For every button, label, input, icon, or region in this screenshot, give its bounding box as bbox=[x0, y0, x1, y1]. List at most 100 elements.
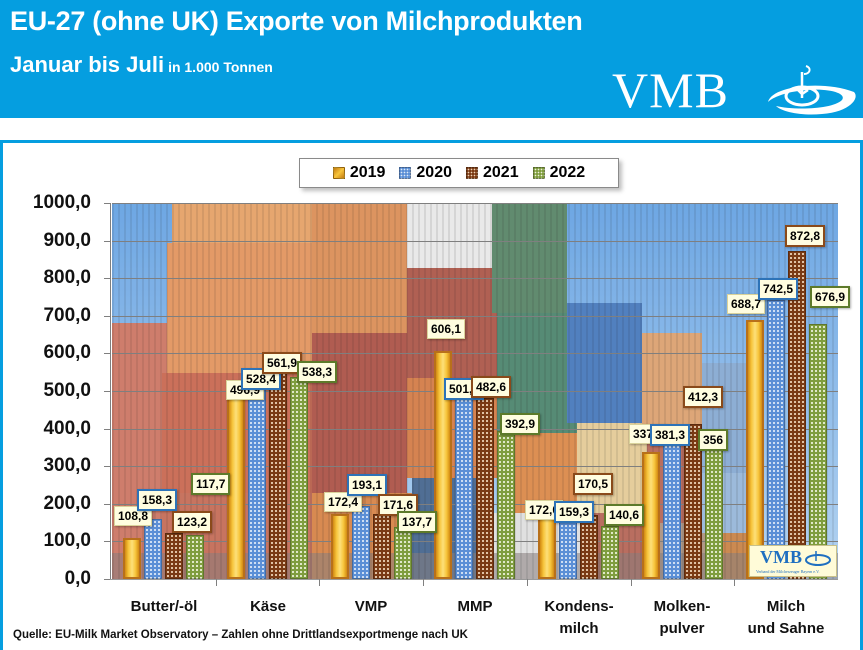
x-axis-category-label: VMP bbox=[319, 596, 423, 618]
y-axis-tick bbox=[104, 504, 111, 505]
y-axis-tick bbox=[104, 316, 111, 317]
gridline bbox=[112, 466, 838, 467]
data-label: 172,4 bbox=[324, 492, 363, 512]
legend-label: 2022 bbox=[549, 164, 586, 181]
legend-swatch-2021-icon bbox=[466, 167, 478, 179]
x-axis-category-label: Molken-pulver bbox=[630, 596, 734, 640]
y-axis-label: 1000,0 bbox=[32, 192, 91, 213]
x-axis-tick bbox=[527, 579, 528, 586]
y-axis-tick bbox=[104, 241, 111, 242]
x-axis-category-label: Milch und Sahne bbox=[734, 596, 838, 640]
data-label: 412,3 bbox=[683, 386, 724, 408]
gridline bbox=[112, 241, 838, 242]
legend-swatch-2019-icon bbox=[332, 167, 345, 179]
bar-2019 bbox=[434, 351, 452, 579]
bar-2022 bbox=[601, 526, 619, 579]
y-axis-label: 100,0 bbox=[43, 530, 91, 551]
data-label: 872,8 bbox=[785, 225, 826, 247]
subtitle-period: Januar bis Juli bbox=[10, 52, 165, 77]
chart-title: EU-27 (ohne UK) Exporte von Milchprodukt… bbox=[10, 6, 583, 36]
category-label-line: Molken- bbox=[653, 598, 711, 615]
y-axis-tick bbox=[104, 353, 111, 354]
y-axis-tick bbox=[104, 541, 111, 542]
bar-2020 bbox=[248, 380, 266, 579]
data-label: 193,1 bbox=[347, 474, 388, 496]
x-axis-tick bbox=[734, 579, 735, 586]
x-axis-tick bbox=[319, 579, 320, 586]
data-label: 606,1 bbox=[427, 319, 466, 339]
bar-2021 bbox=[684, 424, 702, 579]
category-label-line: Milch bbox=[766, 598, 806, 615]
y-axis-tick bbox=[104, 429, 111, 430]
category-label-line: VMP bbox=[354, 598, 388, 615]
y-axis-label: 300,0 bbox=[43, 455, 91, 476]
inset-logo-subtext: Verband der Milcherzeuger Bayern e.V. bbox=[756, 569, 820, 574]
legend-label: 2019 bbox=[349, 164, 386, 181]
y-axis-label: 800,0 bbox=[43, 267, 91, 288]
chart-subtitle: Januar bis Juli in 1.000 Tonnen bbox=[10, 52, 273, 78]
bar-2021 bbox=[476, 398, 494, 579]
bar-2021 bbox=[788, 251, 806, 579]
bar-2022 bbox=[705, 445, 723, 579]
y-axis bbox=[110, 203, 111, 580]
legend-label: 2020 bbox=[416, 164, 452, 181]
gridline bbox=[112, 203, 838, 204]
bar-2020 bbox=[767, 300, 785, 579]
chart-legend: 2019 2020 2021 2022 bbox=[299, 158, 619, 188]
x-axis-category-label: MMP bbox=[423, 596, 527, 618]
inset-swirl-icon bbox=[805, 551, 831, 566]
x-axis bbox=[110, 579, 838, 580]
inset-vmb-logo: VMB Verband der Milcherzeuger Bayern e.V… bbox=[749, 545, 837, 577]
vmb-logo-text: VMB bbox=[612, 62, 729, 118]
category-label-line: Käse bbox=[250, 598, 286, 615]
category-label-line: MMP bbox=[457, 598, 493, 615]
y-axis-label: 200,0 bbox=[43, 493, 91, 514]
x-axis-tick bbox=[423, 579, 424, 586]
legend-label: 2021 bbox=[483, 164, 519, 181]
bar-2020 bbox=[663, 436, 681, 579]
category-label-line: und Sahne bbox=[747, 620, 825, 637]
x-axis-category-label: Kondens-milch bbox=[527, 596, 631, 640]
legend-item-2022: 2022 bbox=[532, 164, 586, 182]
data-label: 170,5 bbox=[573, 473, 614, 495]
y-axis-label: 900,0 bbox=[43, 230, 91, 251]
data-label: 108,8 bbox=[114, 506, 153, 526]
data-label: 676,9 bbox=[810, 286, 851, 308]
legend-swatch-2020-icon bbox=[399, 167, 412, 179]
subtitle-unit: in 1.000 Tonnen bbox=[168, 59, 273, 75]
data-label: 158,3 bbox=[137, 489, 178, 511]
data-label: 742,5 bbox=[758, 278, 799, 300]
data-label: 171,6 bbox=[378, 494, 419, 516]
bar-2022 bbox=[290, 377, 308, 579]
data-label: 117,7 bbox=[191, 473, 231, 495]
y-axis-label: 700,0 bbox=[43, 305, 91, 326]
bar-2021 bbox=[373, 514, 391, 579]
legend-item-2020: 2020 bbox=[399, 164, 452, 182]
bar-2019 bbox=[331, 514, 349, 579]
bar-2019 bbox=[538, 514, 556, 579]
bar-2020 bbox=[455, 390, 473, 579]
y-axis-tick bbox=[104, 466, 111, 467]
data-label: 123,2 bbox=[172, 511, 213, 533]
vmb-swirl-icon bbox=[768, 65, 856, 115]
gridline bbox=[112, 504, 838, 505]
y-axis-tick bbox=[104, 203, 111, 204]
gridline bbox=[112, 541, 838, 542]
data-label: 392,9 bbox=[500, 413, 541, 435]
category-label-line: Kondens- bbox=[544, 598, 614, 615]
x-axis-tick bbox=[631, 579, 632, 586]
bar-2022 bbox=[497, 431, 515, 579]
y-axis-label: 600,0 bbox=[43, 342, 91, 363]
bar-2021 bbox=[165, 533, 183, 579]
legend-item-2019: 2019 bbox=[332, 164, 386, 182]
data-label: 482,6 bbox=[471, 376, 512, 398]
x-axis-tick bbox=[216, 579, 217, 586]
gridline bbox=[112, 316, 838, 317]
category-label-line: Butter/-öl bbox=[130, 598, 198, 615]
data-label: 137,7 bbox=[397, 511, 438, 533]
bar-2019 bbox=[746, 320, 764, 579]
y-axis-tick bbox=[104, 391, 111, 392]
bar-2020 bbox=[352, 506, 370, 579]
source-note: Quelle: EU-Milk Market Observatory – Zah… bbox=[13, 629, 468, 641]
bar-2021 bbox=[580, 515, 598, 579]
